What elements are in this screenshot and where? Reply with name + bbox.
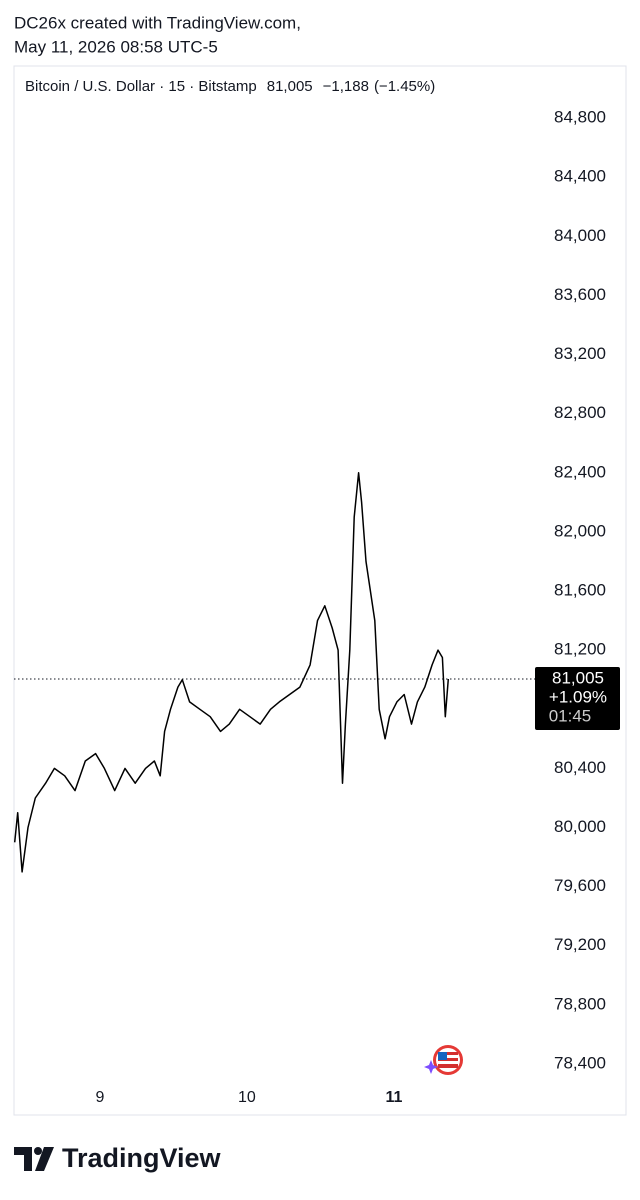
x-tick-label: 10 <box>238 1089 256 1106</box>
y-tick-label: 82,000 <box>554 521 606 540</box>
tradingview-logo <box>14 1147 54 1171</box>
y-tick-label: 82,400 <box>554 462 606 481</box>
flag-icon <box>424 1045 463 1075</box>
symbol-name: Bitcoin / U.S. Dollar · 15 · Bitstamp <box>25 78 257 95</box>
price-tag <box>535 666 620 730</box>
x-tick-label: 11 <box>385 1089 402 1106</box>
y-tick-label: 84,400 <box>554 167 606 186</box>
brand: TradingView <box>62 1143 222 1173</box>
y-tick-label: 79,600 <box>554 876 606 895</box>
y-tick-label: 80,400 <box>554 758 606 777</box>
y-tick-label: 83,200 <box>554 344 606 363</box>
x-tick-label: 9 <box>96 1089 105 1106</box>
y-tick-label: 84,000 <box>554 226 606 245</box>
y-tick-label: 78,400 <box>554 1053 606 1072</box>
y-tick-label: 81,200 <box>554 640 606 659</box>
timestamp: May 11, 2026 08:58 UTC-5 <box>14 37 218 56</box>
price-tag-value: 81,005 <box>552 668 604 687</box>
y-tick-label: 83,600 <box>554 285 606 304</box>
header-price: 81,005 <box>267 78 313 95</box>
price-line <box>13 472 450 873</box>
y-tick-label: 82,800 <box>554 403 606 422</box>
symbol: Bitcoin / U.S. Dollar · 15 · Bitstamp 81,… <box>25 78 435 95</box>
y-tick-label: 84,800 <box>554 108 606 127</box>
header-change: −1,188 <box>323 78 369 95</box>
price-tag-timer: 01:45 <box>549 706 592 725</box>
y-tick-label: 81,600 <box>554 581 606 600</box>
y-tick-label: 78,800 <box>554 994 606 1013</box>
chart-frame <box>13 65 627 1116</box>
header-change-pct: (−1.45%) <box>374 78 435 95</box>
y-tick-label: 79,200 <box>554 935 606 954</box>
y-tick-label: 80,000 <box>554 817 606 836</box>
price-tag-change: +1.09% <box>549 687 607 706</box>
credit: DC26x created with TradingView.com, <box>14 13 301 32</box>
